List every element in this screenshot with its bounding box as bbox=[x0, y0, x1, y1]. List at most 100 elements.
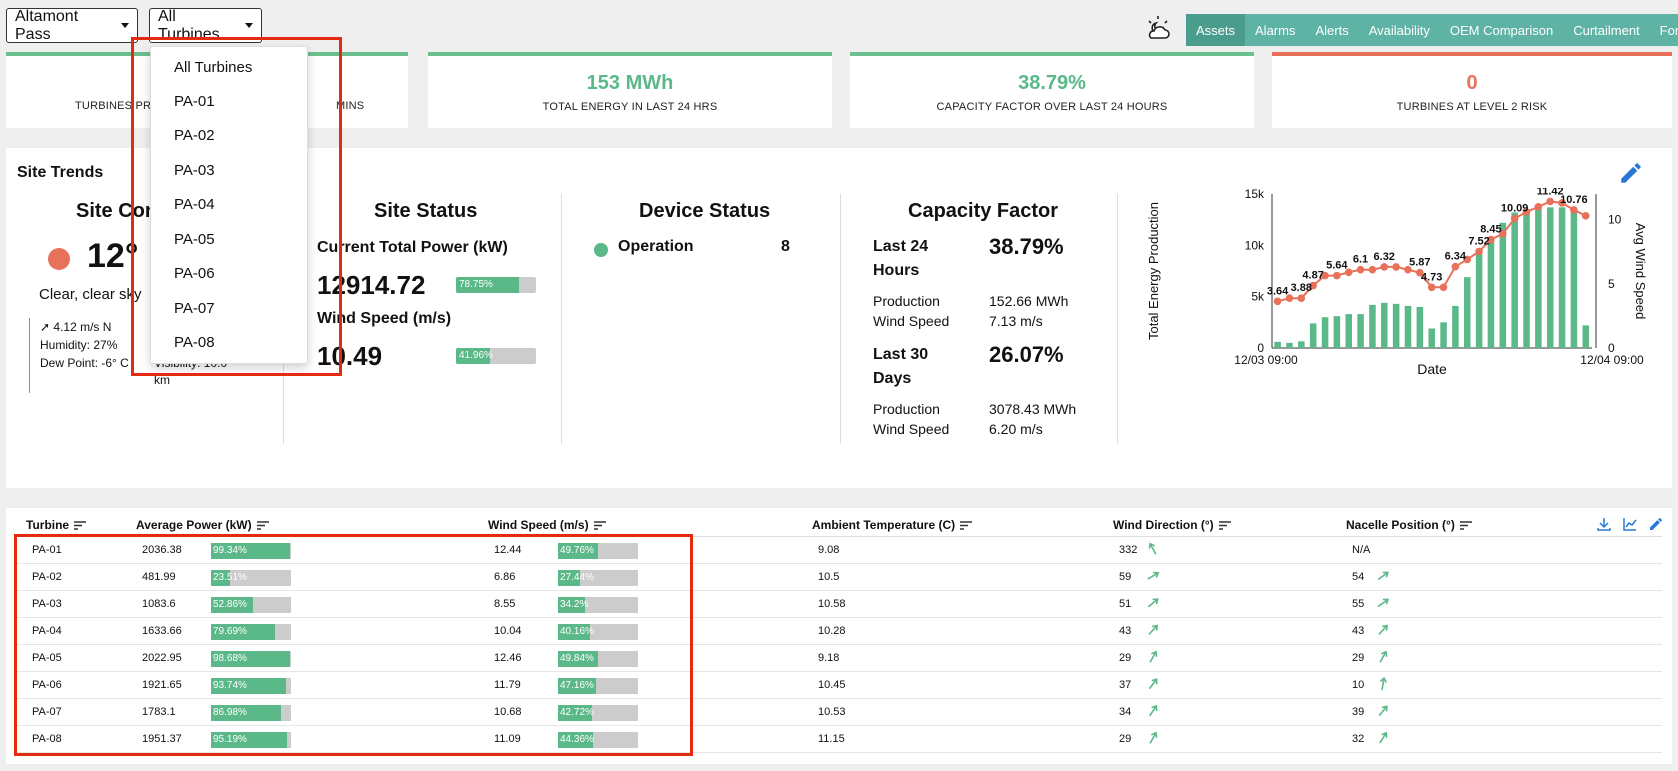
table-row[interactable]: PA-03 1083.6 52.86% 8.55 34.2% 10.58 51 … bbox=[16, 591, 1662, 618]
header-wind-speed[interactable]: Wind Speed (m/s) bbox=[488, 518, 606, 532]
line-chart-icon[interactable] bbox=[1622, 516, 1638, 532]
power-bar: 79.69% bbox=[211, 624, 291, 640]
operation-status-dot bbox=[594, 243, 608, 257]
header-turbine[interactable]: Turbine bbox=[26, 518, 87, 532]
edit-pencil-icon[interactable] bbox=[1648, 516, 1664, 532]
wind-speed-data-label: 6.1 bbox=[1353, 254, 1368, 266]
nacelle-arrow-icon bbox=[1378, 624, 1389, 635]
header-ambient-temperature[interactable]: Ambient Temperature (C) bbox=[812, 518, 973, 532]
power-value: 12914.72 bbox=[317, 270, 426, 300]
cell-nacelle-position: 29 bbox=[1352, 652, 1365, 664]
cell-wind-speed: 10.04 bbox=[494, 625, 522, 637]
cell-turbine: PA-05 bbox=[32, 652, 62, 664]
table-row[interactable]: PA-05 2022.95 98.68% 12.46 49.84% 9.18 2… bbox=[16, 645, 1662, 672]
download-icon[interactable] bbox=[1596, 516, 1612, 532]
y-tick-label: 0 bbox=[1257, 341, 1264, 355]
cell-nacelle-position: 54 bbox=[1352, 571, 1365, 583]
dropdown-item-all-turbines[interactable]: All Turbines bbox=[174, 59, 253, 76]
tab-alarms[interactable]: Alarms bbox=[1255, 22, 1296, 38]
cell-wind-speed: 8.55 bbox=[494, 598, 516, 610]
humidity: Humidity: 27% bbox=[40, 338, 118, 352]
site-selector[interactable]: Altamont Pass bbox=[6, 8, 138, 43]
header-average-power[interactable]: Average Power (kW) bbox=[136, 518, 269, 532]
wind-bar: 42.72% bbox=[558, 705, 638, 721]
header-nacelle-position[interactable]: Nacelle Position (°) bbox=[1346, 518, 1472, 532]
sort-icon[interactable] bbox=[1459, 521, 1472, 531]
dropdown-item-pa-04[interactable]: PA-04 bbox=[174, 196, 215, 213]
table-row[interactable]: PA-07 1783.1 86.98% 10.68 42.72% 10.53 3… bbox=[16, 699, 1662, 726]
wind-bar-fill: 49.84% bbox=[558, 651, 598, 667]
kpi-label: TURBINES AT LEVEL 2 RISK bbox=[1396, 100, 1548, 113]
sort-icon[interactable] bbox=[256, 521, 269, 531]
cell-power: 481.99 bbox=[142, 571, 176, 583]
x-tick-label: 12/04 09:00 bbox=[1580, 353, 1644, 367]
partly-cloudy-night-icon[interactable] bbox=[1143, 14, 1173, 44]
tab-alerts[interactable]: Alerts bbox=[1315, 22, 1349, 38]
header-wind-direction[interactable]: Wind Direction (°) bbox=[1113, 518, 1231, 532]
energy-bar bbox=[1404, 305, 1412, 348]
wind-speed-point bbox=[1510, 214, 1519, 223]
site-trends-title: Site Trends bbox=[17, 164, 104, 181]
cell-temperature: 10.45 bbox=[818, 679, 846, 691]
wind-speed-point bbox=[1522, 208, 1531, 216]
tab-oem-comparison[interactable]: OEM Comparison bbox=[1449, 22, 1554, 38]
wind-speed-point bbox=[1356, 265, 1365, 274]
wind-speed-label: Wind Speed (m/s) bbox=[317, 310, 452, 327]
wind-bar-fill: 49.76% bbox=[558, 543, 598, 559]
cell-turbine: PA-01 bbox=[32, 544, 62, 556]
cell-wind-direction: 51 bbox=[1119, 598, 1132, 610]
wind-speed-point bbox=[1333, 271, 1341, 280]
wind-speed-point bbox=[1321, 271, 1329, 280]
table-row[interactable]: PA-08 1951.37 95.19% 11.09 44.36% 11.15 … bbox=[16, 726, 1662, 753]
wind-speed-data-label: 5.64 bbox=[1326, 260, 1348, 272]
dropdown-item-pa-03[interactable]: PA-03 bbox=[174, 162, 215, 179]
turbine-selector[interactable]: All Turbines bbox=[149, 8, 262, 43]
cell-temperature: 10.5 bbox=[818, 571, 840, 583]
power-bar: 95.19% bbox=[211, 732, 291, 748]
dropdown-item-pa-08[interactable]: PA-08 bbox=[174, 334, 215, 351]
kpi-value: 0 bbox=[1466, 71, 1478, 94]
energy-bar bbox=[1511, 212, 1518, 348]
dropdown-item-pa-01[interactable]: PA-01 bbox=[174, 93, 215, 110]
power-bar-fill: 95.19% bbox=[211, 732, 288, 748]
cell-power: 1083.6 bbox=[142, 598, 176, 610]
cell-temperature: 10.58 bbox=[818, 598, 846, 610]
edit-pencil-icon[interactable] bbox=[1618, 160, 1644, 186]
cell-wind-direction: 34 bbox=[1119, 706, 1132, 718]
cell-power: 1633.66 bbox=[142, 625, 182, 637]
tab-assets[interactable]: Assets bbox=[1186, 14, 1246, 46]
kpi-label: TURBINES PRO MINS bbox=[75, 100, 365, 112]
dropdown-item-pa-02[interactable]: PA-02 bbox=[174, 127, 215, 144]
energy-bar bbox=[1523, 209, 1530, 348]
wind-speed-point bbox=[1581, 212, 1590, 220]
wind-speed-point bbox=[1392, 263, 1400, 271]
wind-speed-point bbox=[1297, 294, 1306, 303]
dropdown-item-pa-07[interactable]: PA-07 bbox=[174, 300, 215, 317]
sort-icon[interactable] bbox=[1218, 521, 1231, 531]
wind-speed-point bbox=[1427, 283, 1436, 292]
tab-forecast[interactable]: Forecast bbox=[1659, 22, 1678, 38]
cell-turbine: PA-04 bbox=[32, 625, 62, 637]
operation-count: 8 bbox=[781, 238, 790, 255]
wind-speed-point bbox=[1570, 206, 1578, 214]
wind-speed-point bbox=[1487, 235, 1495, 244]
dropdown-item-pa-05[interactable]: PA-05 bbox=[174, 231, 215, 248]
table-row[interactable]: PA-01 2036.38 99.34% 12.44 49.76% 9.08 3… bbox=[16, 537, 1662, 564]
energy-bar bbox=[1416, 306, 1424, 348]
cf-value-24h: 38.79% bbox=[989, 234, 1064, 259]
sort-icon[interactable] bbox=[74, 521, 87, 531]
sort-icon[interactable] bbox=[960, 521, 973, 531]
energy-bar bbox=[1345, 314, 1352, 348]
tab-availability[interactable]: Availability bbox=[1368, 22, 1430, 38]
cell-nacelle-position: N/A bbox=[1352, 544, 1371, 556]
tab-curtailment[interactable]: Curtailment bbox=[1573, 22, 1640, 38]
wind-speed-point bbox=[1475, 247, 1483, 256]
dropdown-item-pa-06[interactable]: PA-06 bbox=[174, 265, 215, 282]
cell-power: 1921.65 bbox=[142, 679, 182, 691]
wind-speed-data-label: 6.34 bbox=[1445, 251, 1467, 263]
table-row[interactable]: PA-02 481.99 23.51% 6.86 27.44% 10.5 59 … bbox=[16, 564, 1662, 591]
sort-icon[interactable] bbox=[593, 521, 606, 531]
table-row[interactable]: PA-04 1633.66 79.69% 10.04 40.16% 10.28 … bbox=[16, 618, 1662, 645]
table-row[interactable]: PA-06 1921.65 93.74% 11.79 47.16% 10.45 … bbox=[16, 672, 1662, 699]
wind-bar-fill: 34.2% bbox=[558, 597, 588, 613]
